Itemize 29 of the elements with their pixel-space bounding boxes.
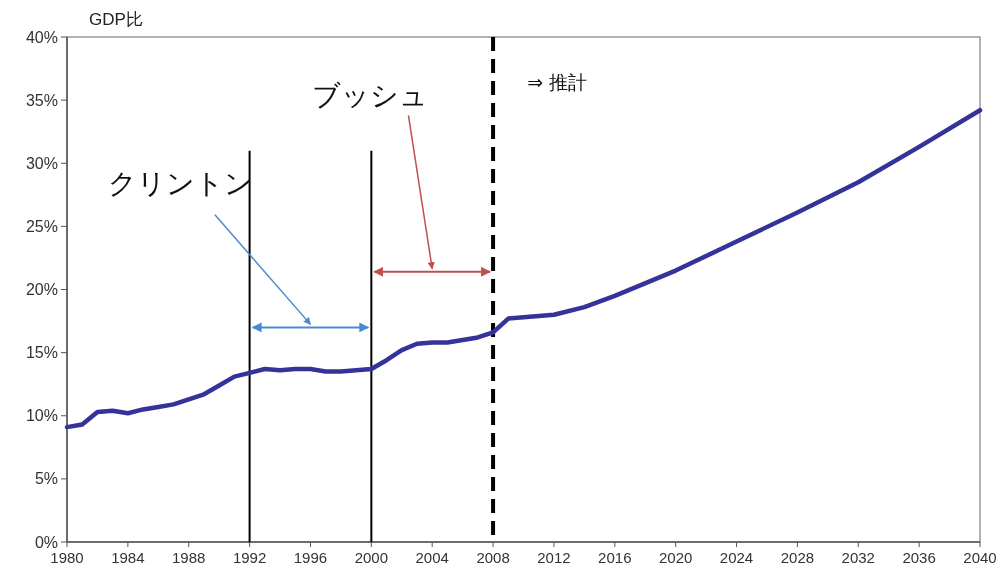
x-tick-label: 2036 [902,549,936,566]
x-tick-label: 2032 [841,549,875,566]
y-axis-title: GDP比 [89,10,143,29]
x-tick-label: 1988 [172,549,206,566]
y-tick-label: 5% [34,470,58,488]
y-tick-label: 10% [25,407,58,425]
y-tick-label: 15% [25,344,58,362]
x-tick-label: 2008 [476,549,510,566]
x-tick-label: 1992 [232,549,267,566]
line-series [64,107,983,430]
y-tick-label: 20% [25,281,58,299]
x-tick-label: 2004 [415,549,449,566]
x-tick-label: 2012 [537,549,571,566]
x-tick-label: 1980 [50,549,84,566]
x-tick-label: 2020 [658,549,693,566]
y-tick-label: 25% [25,217,58,235]
annotation: ブッシュ [312,78,429,112]
x-tick-label: 2000 [354,549,389,566]
y-tick-label: 35% [25,91,58,109]
y-tick-label: 40% [25,28,58,46]
x-tick-label: 2016 [598,549,632,566]
annotation: ⇒ 推計 [527,70,588,93]
x-tick-label: 2040 [963,549,997,566]
y-tick-label: 0% [34,533,58,551]
y-tick-label: 30% [25,154,58,172]
x-tick-label: 1984 [111,549,145,566]
x-tick-label: 2024 [719,549,754,566]
x-tick-label: 2028 [780,549,815,566]
x-tick-label: 1996 [293,549,328,566]
